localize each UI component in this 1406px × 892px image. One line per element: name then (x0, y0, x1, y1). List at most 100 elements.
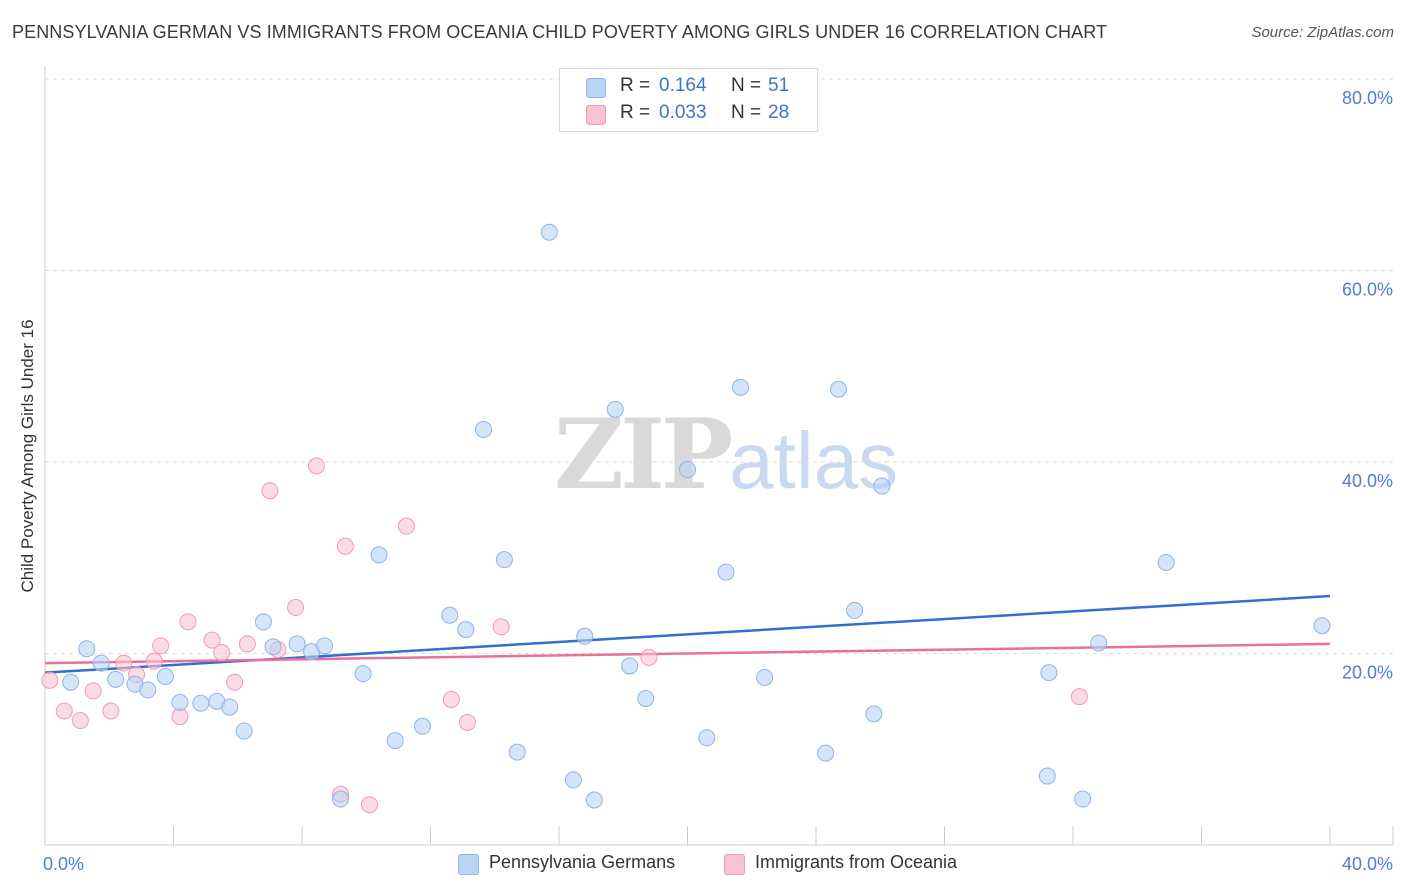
pink-data-point (1070, 688, 1088, 706)
pink-data-point (102, 702, 120, 720)
blue-data-point (621, 657, 639, 675)
legend-r-label: R = (620, 102, 651, 123)
blue-data-point (441, 606, 459, 624)
blue-data-point (235, 722, 253, 740)
pink-data-point (213, 644, 231, 662)
blue-data-point (171, 693, 189, 711)
legend-n-label: N = (731, 102, 762, 123)
blue-data-point (679, 461, 696, 479)
pink-data-point (226, 673, 244, 691)
pink-data-point (261, 482, 279, 500)
legend-r-value: 0.033 (659, 102, 707, 123)
legend-swatch-blue (586, 78, 606, 98)
blue-data-point (756, 668, 774, 686)
bottom-legend-swatch-blue (458, 854, 479, 875)
blue-data-point (637, 690, 655, 708)
chart-title: PENNSYLVANIA GERMAN VS IMMIGRANTS FROM O… (12, 22, 1108, 42)
blue-data-point (315, 637, 333, 655)
blue-data-point (156, 667, 174, 685)
y-tick-label: 60.0% (1342, 280, 1393, 300)
blue-data-point (585, 791, 603, 809)
tick-labels: 20.0% 40.0% 60.0% 80.0% 0.0% 40.0% (43, 88, 1393, 874)
pink-data-point (442, 690, 460, 708)
trend-lines (44, 594, 1331, 674)
blue-data-point (495, 551, 513, 569)
blue-data-point (370, 546, 388, 564)
blue-data-point (846, 601, 864, 619)
y-tick-label: 80.0% (1342, 88, 1393, 108)
data-points (41, 223, 1331, 814)
blue-data-point (606, 400, 624, 418)
blue-data-point (254, 613, 272, 631)
correlation-legend: R = 0.164 N = 51 R = 0.033 N = 28 (559, 68, 818, 132)
pink-trend-line (44, 642, 1331, 665)
blue-data-point (413, 717, 431, 735)
blue-data-point (576, 627, 594, 645)
x-tick-label: 0.0% (43, 854, 84, 874)
x-tick-label: 40.0% (1342, 854, 1393, 874)
y-tick-label: 20.0% (1342, 663, 1393, 683)
axes (44, 66, 1394, 846)
legend-r-label: R = (620, 75, 651, 96)
blue-data-point (817, 744, 835, 762)
blue-data-point (332, 790, 350, 808)
blue-data-point (386, 732, 404, 750)
blue-data-point (78, 640, 96, 658)
pink-data-point (397, 517, 415, 535)
blue-data-point (1038, 767, 1056, 785)
pink-data-point (458, 713, 476, 731)
blue-data-point (508, 743, 526, 761)
blue-data-point (1157, 554, 1175, 572)
blue-data-point (92, 654, 110, 672)
pink-data-point (640, 648, 658, 666)
pink-data-point (71, 712, 89, 730)
blue-data-point (288, 635, 306, 653)
gridlines (45, 78, 1393, 654)
source-label: Source: ZipAtlas.com (1251, 24, 1394, 41)
pink-data-point (307, 457, 325, 475)
blue-data-point (354, 665, 372, 683)
blue-data-point (540, 223, 558, 241)
pink-data-point (179, 613, 197, 631)
bottom-legend-swatch-pink (724, 854, 745, 875)
blue-data-point (564, 771, 582, 789)
blue-data-point (475, 420, 493, 438)
blue-data-point (139, 681, 157, 699)
pink-data-point (145, 652, 163, 670)
legend-n-label: N = (731, 75, 762, 96)
blue-data-point (1313, 617, 1331, 635)
y-tick-label: 40.0% (1342, 471, 1393, 491)
blue-data-point (1040, 664, 1058, 682)
pink-data-point (115, 654, 133, 672)
blue-data-point (264, 638, 282, 656)
pink-data-point (238, 635, 256, 653)
pink-data-point (152, 637, 170, 655)
blue-data-point (698, 729, 716, 747)
blue-data-point (865, 705, 883, 723)
bottom-legend-label-blue: Pennsylvania Germans (489, 852, 676, 872)
pink-data-point (360, 796, 378, 814)
pink-data-point (84, 682, 102, 700)
pink-data-point (41, 671, 59, 689)
pink-data-point (287, 599, 305, 617)
bottom-legend-label-pink: Immigrants from Oceania (755, 852, 958, 872)
blue-data-point (221, 698, 239, 716)
blue-data-point (62, 673, 80, 691)
pink-data-point (55, 702, 73, 720)
legend-r-value: 0.164 (659, 75, 707, 96)
blue-data-point (457, 621, 475, 639)
blue-data-point (192, 694, 210, 712)
blue-data-point (829, 380, 847, 398)
blue-data-point (1074, 790, 1092, 808)
blue-data-point (1090, 634, 1108, 652)
pink-data-point (492, 618, 510, 636)
blue-data-point (717, 563, 735, 581)
legend-n-value: 51 (768, 75, 790, 96)
pink-data-point (171, 708, 189, 726)
blue-data-point (732, 378, 750, 396)
pink-data-point (203, 631, 221, 649)
legend-n-value: 28 (768, 102, 790, 123)
blue-data-point (873, 477, 891, 495)
pink-data-point (336, 537, 354, 555)
